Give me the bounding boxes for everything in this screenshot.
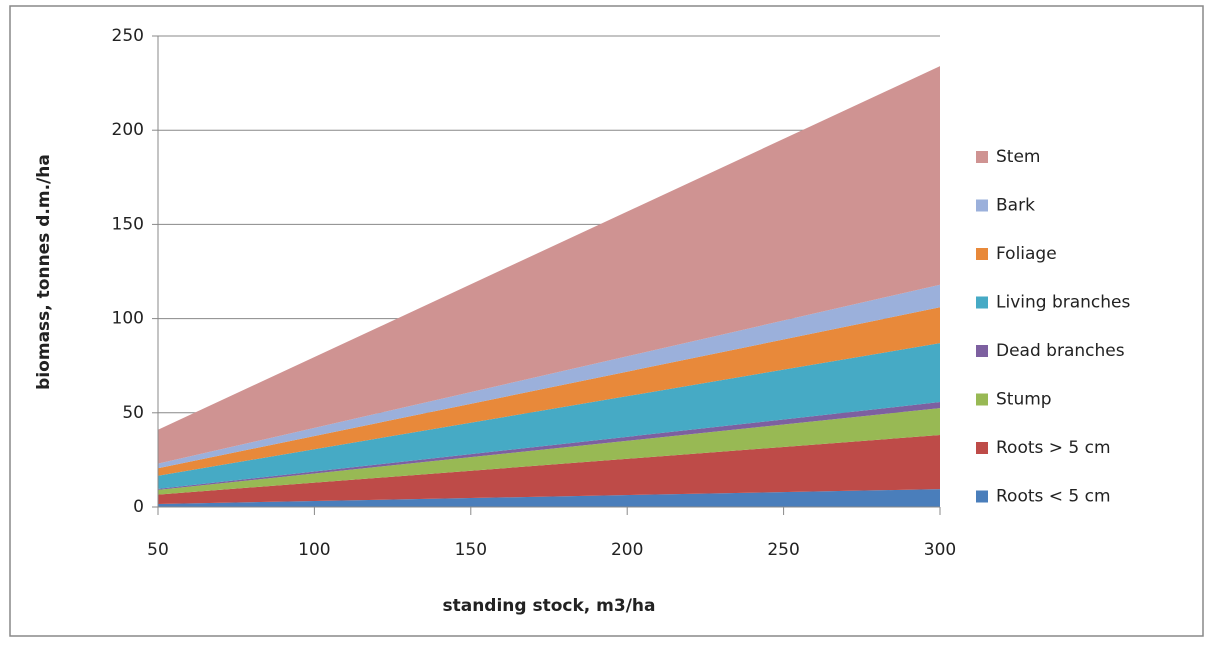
x-tick-label: 50 — [147, 540, 169, 560]
legend-swatch — [976, 490, 988, 503]
legend-swatch — [976, 442, 988, 454]
x-tick-label: 300 — [924, 540, 956, 560]
legend-label: Stump — [996, 390, 1052, 410]
area — [158, 307, 940, 476]
legend-label: Living branches — [996, 293, 1130, 313]
legend-swatch — [976, 345, 988, 357]
area — [158, 66, 940, 464]
legend-label: Foliage — [996, 244, 1057, 264]
legend-label: Bark — [996, 196, 1035, 216]
legend-label: Dead branches — [996, 341, 1125, 361]
area — [158, 435, 940, 504]
x-axis-title: standing stock, m3/ha — [442, 596, 655, 616]
y-tick-label: 250 — [112, 26, 144, 46]
legend-swatch — [976, 151, 988, 163]
legend-swatch — [976, 248, 988, 260]
area — [158, 489, 940, 507]
y-axis-title: biomass, tonnes d.m./ha — [34, 154, 54, 390]
legend-swatch — [976, 393, 988, 406]
legend-label: Roots > 5 cm — [996, 438, 1111, 458]
area — [158, 343, 940, 489]
y-tick-label: 100 — [112, 309, 144, 329]
x-tick-label: 150 — [455, 540, 487, 560]
x-tick-label: 100 — [298, 540, 330, 560]
area — [158, 402, 940, 490]
legend-label: Roots < 5 cm — [996, 487, 1111, 507]
legend-swatch — [976, 199, 988, 212]
legend-label: Stem — [996, 147, 1040, 167]
y-tick-label: 50 — [122, 403, 144, 423]
y-tick-label: 150 — [112, 214, 144, 234]
y-tick-label: 200 — [112, 120, 144, 140]
x-tick-label: 200 — [611, 540, 643, 560]
legend-swatch — [976, 296, 988, 309]
y-tick-label: 0 — [133, 497, 144, 517]
area — [158, 284, 940, 469]
area — [158, 408, 940, 495]
x-tick-label: 250 — [767, 540, 799, 560]
